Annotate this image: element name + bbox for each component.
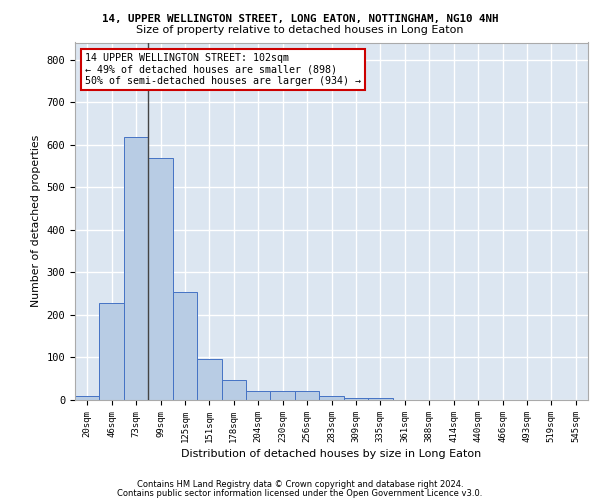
Bar — [344, 398, 368, 400]
Bar — [319, 396, 344, 400]
Bar — [246, 390, 271, 400]
Bar — [148, 158, 173, 400]
Text: 14, UPPER WELLINGTON STREET, LONG EATON, NOTTINGHAM, NG10 4NH: 14, UPPER WELLINGTON STREET, LONG EATON,… — [102, 14, 498, 24]
Bar — [271, 390, 295, 400]
X-axis label: Distribution of detached houses by size in Long Eaton: Distribution of detached houses by size … — [181, 449, 482, 459]
Text: Contains public sector information licensed under the Open Government Licence v3: Contains public sector information licen… — [118, 488, 482, 498]
Bar — [368, 398, 392, 400]
Text: Contains HM Land Registry data © Crown copyright and database right 2024.: Contains HM Land Registry data © Crown c… — [137, 480, 463, 489]
Bar — [221, 380, 246, 400]
Bar — [100, 303, 124, 400]
Text: 14 UPPER WELLINGTON STREET: 102sqm
← 49% of detached houses are smaller (898)
50: 14 UPPER WELLINGTON STREET: 102sqm ← 49%… — [85, 53, 361, 86]
Bar — [173, 292, 197, 400]
Bar — [295, 390, 319, 400]
Bar — [75, 396, 100, 400]
Text: Size of property relative to detached houses in Long Eaton: Size of property relative to detached ho… — [136, 25, 464, 35]
Bar — [197, 358, 221, 400]
Y-axis label: Number of detached properties: Number of detached properties — [31, 135, 41, 308]
Bar — [124, 137, 148, 400]
